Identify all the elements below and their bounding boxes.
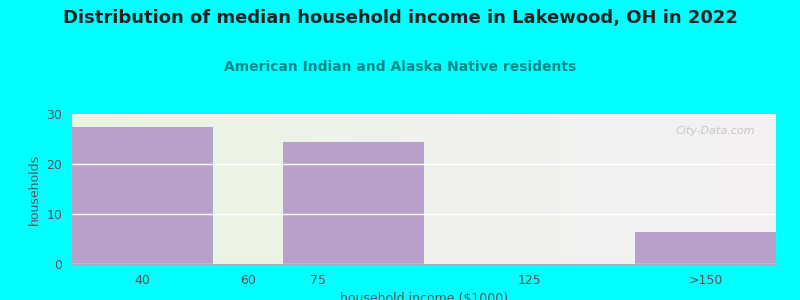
Text: Distribution of median household income in Lakewood, OH in 2022: Distribution of median household income … — [62, 9, 738, 27]
Bar — [72, 127, 213, 264]
Y-axis label: households: households — [28, 153, 41, 225]
X-axis label: household income ($1000): household income ($1000) — [340, 292, 508, 300]
Bar — [635, 232, 776, 264]
Text: City-Data.com: City-Data.com — [675, 126, 755, 136]
Bar — [283, 142, 424, 264]
Text: American Indian and Alaska Native residents: American Indian and Alaska Native reside… — [224, 60, 576, 74]
